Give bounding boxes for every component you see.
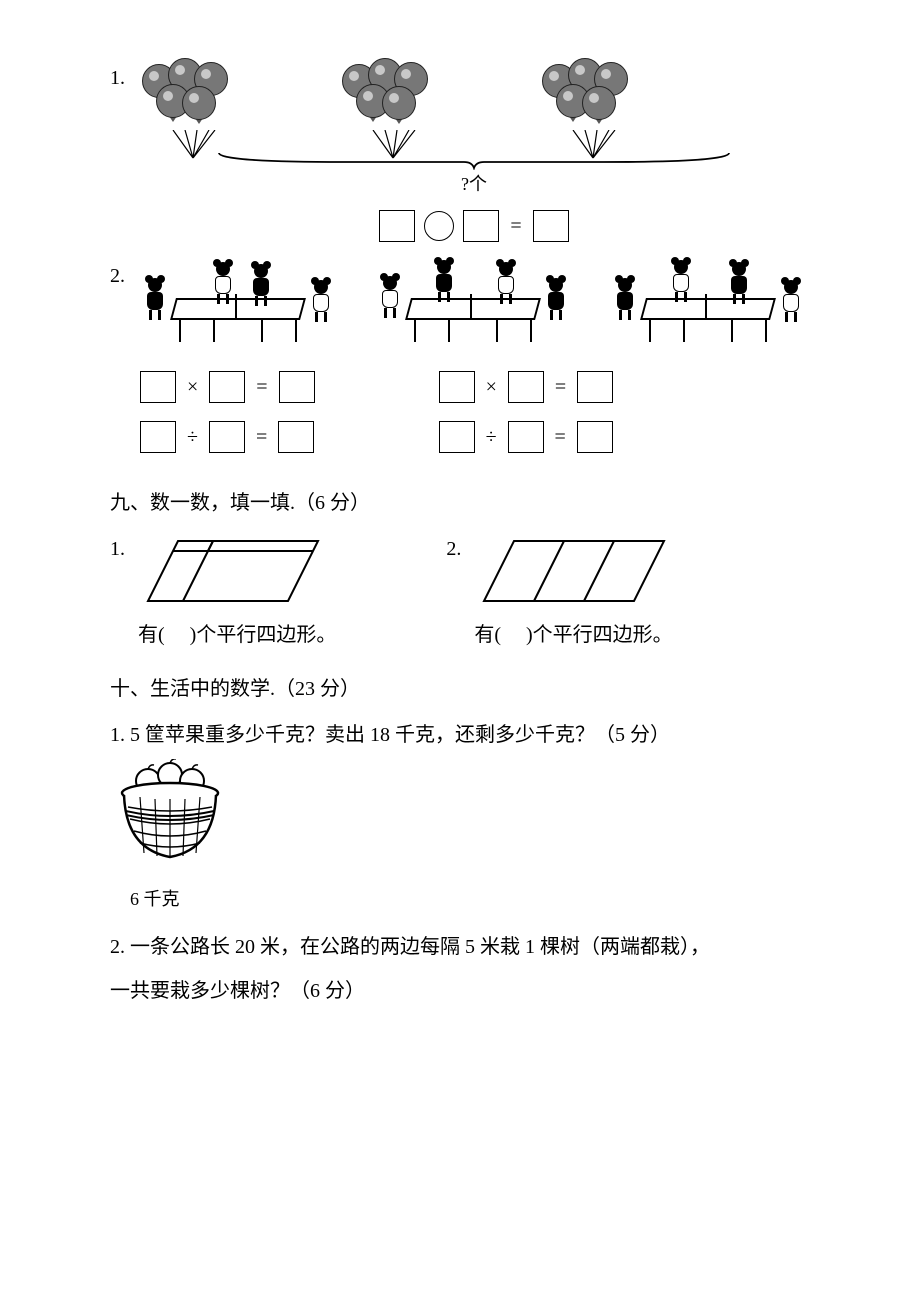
answer-box[interactable]: [577, 371, 613, 403]
para2-label: 有( )个平行四边形。: [474, 617, 674, 653]
q1-content: ?个 =: [138, 60, 810, 244]
apple-basket: [110, 759, 230, 881]
brace: [138, 150, 810, 170]
equation-column: × = ÷ =: [138, 368, 317, 467]
answer-box[interactable]: [577, 421, 613, 453]
answer-box[interactable]: [439, 371, 475, 403]
equals-sign: =: [256, 419, 267, 455]
answer-box[interactable]: [140, 421, 176, 453]
div-sign: ÷: [187, 419, 198, 455]
parallelogram-1-icon: [138, 531, 328, 611]
section10-q2-line2: 一共要栽多少棵树？（6 分）: [110, 973, 810, 1009]
answer-box[interactable]: [140, 371, 176, 403]
equals-sign: =: [555, 369, 566, 405]
para2-number: 2.: [446, 531, 474, 567]
brace-icon: [214, 150, 734, 170]
div-sign: ÷: [486, 419, 497, 455]
equation-column: × = ÷ =: [437, 368, 616, 467]
pingpong-groups: [138, 258, 810, 358]
pingpong-group: [138, 258, 338, 358]
para-item-2: 2. 有( )个平行四边形。: [446, 531, 674, 653]
answer-box[interactable]: [209, 371, 245, 403]
q2-equations: × = ÷ = × =: [138, 368, 810, 467]
blank[interactable]: [165, 624, 190, 646]
question-1: 1.: [110, 60, 810, 244]
para1-number: 1.: [110, 531, 138, 567]
question-2: 2.: [110, 258, 810, 467]
balloon-cluster: [338, 60, 448, 150]
q1-number: 1.: [110, 60, 138, 96]
answer-box[interactable]: [278, 421, 314, 453]
basket-caption: 6 千克: [130, 883, 810, 915]
basket-icon: [110, 759, 230, 869]
section-9-title: 九、数一数，填一填.（6 分）: [110, 485, 810, 521]
pingpong-group: [373, 258, 573, 358]
mult-sign: ×: [187, 369, 198, 405]
q2-content: × = ÷ = × =: [138, 258, 810, 467]
answer-box[interactable]: [279, 371, 315, 403]
pingpong-group: [608, 258, 808, 358]
balloon-groups: [138, 60, 810, 150]
mult-sign: ×: [486, 369, 497, 405]
operator-circle[interactable]: [424, 211, 454, 241]
equals-sign: =: [510, 208, 521, 244]
equals-sign: =: [256, 369, 267, 405]
answer-box[interactable]: [463, 210, 499, 242]
balloon-cluster: [538, 60, 648, 150]
parallelogram-2-icon: [474, 531, 674, 611]
section-10-title: 十、生活中的数学.（23 分）: [110, 671, 810, 707]
equals-sign: =: [555, 419, 566, 455]
answer-box[interactable]: [508, 421, 544, 453]
answer-box[interactable]: [439, 421, 475, 453]
blank[interactable]: [501, 624, 526, 646]
section10-q2-line1: 2. 一条公路长 20 米，在公路的两边每隔 5 米栽 1 棵树（两端都栽），: [110, 929, 810, 965]
answer-box[interactable]: [379, 210, 415, 242]
q1-equation: =: [138, 206, 810, 243]
para-item-1: 1. 有( )个平行四边形。: [110, 531, 336, 653]
answer-box[interactable]: [508, 371, 544, 403]
section10-q1: 1. 5 筐苹果重多少千克？卖出 18 千克，还剩多少千克？（5 分）: [110, 717, 810, 753]
answer-box[interactable]: [209, 421, 245, 453]
brace-label: ?个: [138, 168, 810, 200]
parallelogram-row: 1. 有( )个平行四边形。 2. 有( )个平行四边形。: [110, 531, 810, 653]
para1-label: 有( )个平行四边形。: [138, 617, 336, 653]
balloon-cluster: [138, 60, 248, 150]
q2-number: 2.: [110, 258, 138, 294]
answer-box[interactable]: [533, 210, 569, 242]
